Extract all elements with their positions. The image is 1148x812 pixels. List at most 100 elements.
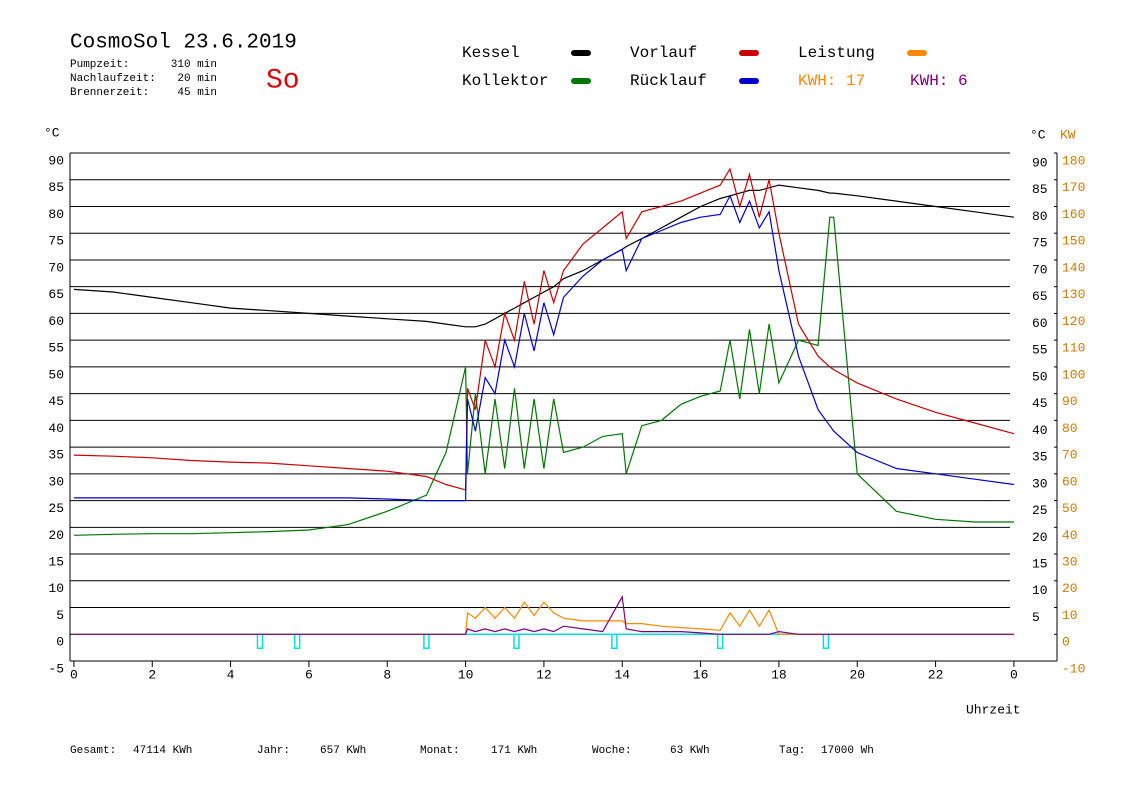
legend-label: Rücklauf bbox=[630, 72, 707, 90]
footer-label: Monat: bbox=[420, 745, 460, 757]
x-tick-label: 4 bbox=[227, 667, 235, 682]
y-right-tick-label: 65 bbox=[1032, 289, 1048, 304]
kwh-label: KWH: 6 bbox=[910, 72, 968, 90]
y-tick-label: 10 bbox=[48, 581, 64, 596]
y-tick-label: 45 bbox=[48, 394, 64, 409]
series-line bbox=[73, 167, 1015, 491]
x-tick-label: 16 bbox=[693, 667, 709, 682]
y2-tick-label: 0 bbox=[1062, 635, 1070, 650]
pump-pulse bbox=[611, 633, 618, 650]
y-tick-label: 15 bbox=[48, 554, 64, 569]
x-tick-label: 22 bbox=[928, 667, 944, 682]
y-tick-label: -5 bbox=[48, 661, 64, 676]
info-label: Pumpzeit: bbox=[70, 59, 129, 71]
y-tick-label: 5 bbox=[56, 608, 64, 623]
x-tick-label: 12 bbox=[536, 667, 552, 682]
y2-tick-label: 40 bbox=[1062, 528, 1078, 543]
y-tick-label: 55 bbox=[48, 341, 64, 356]
footer-value: 657 KWh bbox=[320, 745, 366, 757]
y2-unit: KW bbox=[1060, 127, 1076, 142]
x-tick-label: 2 bbox=[148, 667, 156, 682]
y2-tick-label: 20 bbox=[1062, 581, 1078, 596]
y-right-tick-label: 50 bbox=[1032, 369, 1048, 384]
y2-tick-label: 30 bbox=[1062, 554, 1078, 569]
series-line bbox=[73, 194, 1014, 502]
legend-label: Kessel bbox=[462, 44, 520, 62]
y-unit-right: °C bbox=[1030, 127, 1046, 142]
kwh-label: KWH: 17 bbox=[798, 72, 865, 90]
y2-tick-label: -10 bbox=[1062, 661, 1085, 676]
x-tick-label: 10 bbox=[458, 667, 474, 682]
y2-tick-label: 140 bbox=[1062, 260, 1085, 275]
y2-tick-label: 50 bbox=[1062, 501, 1078, 516]
x-tick-label: 0 bbox=[70, 667, 78, 682]
footer-value: 171 KWh bbox=[491, 745, 537, 757]
y-tick-label: 65 bbox=[48, 287, 64, 302]
legend-label: Vorlauf bbox=[630, 44, 697, 62]
legend-label: Leistung bbox=[798, 44, 875, 62]
y-right-tick-label: 90 bbox=[1032, 155, 1048, 170]
y-right-tick-label: 35 bbox=[1032, 450, 1048, 465]
y2-tick-label: 150 bbox=[1062, 234, 1085, 249]
info-value: 310 min bbox=[171, 59, 217, 71]
y-tick-label: 90 bbox=[48, 153, 64, 168]
info-value: 20 min bbox=[177, 73, 217, 85]
pump-pulse bbox=[716, 633, 724, 650]
pump-pulse bbox=[423, 633, 430, 650]
y-right-tick-label: 25 bbox=[1032, 503, 1048, 518]
x-tick-label: 8 bbox=[383, 667, 391, 682]
y2-tick-label: 180 bbox=[1062, 153, 1085, 168]
footer-label: Tag: bbox=[779, 745, 805, 757]
y-right-tick-label: 20 bbox=[1032, 530, 1048, 545]
x-tick-label: 14 bbox=[614, 667, 630, 682]
chart-title: CosmoSol 23.6.2019 bbox=[70, 32, 297, 55]
y-right-tick-label: 15 bbox=[1032, 556, 1048, 571]
y-right-tick-label: 45 bbox=[1032, 396, 1048, 411]
y2-tick-label: 70 bbox=[1062, 448, 1078, 463]
y-tick-label: 85 bbox=[48, 180, 64, 195]
series-line bbox=[73, 216, 1014, 536]
y-tick-label: 40 bbox=[48, 421, 64, 436]
x-tick-label: 18 bbox=[771, 667, 787, 682]
y2-tick-label: 170 bbox=[1062, 180, 1085, 195]
x-axis-label: Uhrzeit bbox=[966, 702, 1021, 717]
footer-label: Woche: bbox=[592, 745, 632, 757]
y2-tick-label: 160 bbox=[1062, 207, 1085, 222]
y-tick-label: 35 bbox=[48, 448, 64, 463]
y2-tick-label: 90 bbox=[1062, 394, 1078, 409]
y-tick-label: 70 bbox=[48, 260, 64, 275]
y-right-tick-label: 5 bbox=[1032, 610, 1040, 625]
footer-value: 17000 Wh bbox=[821, 745, 874, 757]
y-right-tick-label: 60 bbox=[1032, 316, 1048, 331]
x-tick-label: 6 bbox=[305, 667, 313, 682]
pump-pulse bbox=[822, 633, 830, 650]
footer-label: Gesamt: bbox=[70, 745, 116, 757]
y2-tick-label: 60 bbox=[1062, 474, 1078, 489]
y-right-tick-label: 80 bbox=[1032, 209, 1048, 224]
y-right-tick-label: 70 bbox=[1032, 262, 1048, 277]
pump-pulse bbox=[256, 633, 264, 650]
footer-label: Jahr: bbox=[257, 745, 290, 757]
y-right-tick-label: 55 bbox=[1032, 343, 1048, 358]
x-tick-label: 0 bbox=[1010, 667, 1018, 682]
info-label: Nachlaufzeit: bbox=[70, 73, 156, 85]
y-tick-label: 25 bbox=[48, 501, 64, 516]
y-tick-label: 80 bbox=[48, 207, 64, 222]
y-right-tick-label: 30 bbox=[1032, 476, 1048, 491]
y2-tick-label: 10 bbox=[1062, 608, 1078, 623]
y2-tick-label: 100 bbox=[1062, 367, 1085, 382]
y-tick-label: 0 bbox=[56, 635, 64, 650]
y-tick-label: 60 bbox=[48, 314, 64, 329]
y-right-tick-label: 85 bbox=[1032, 182, 1048, 197]
y2-tick-label: 110 bbox=[1062, 341, 1085, 356]
y-right-tick-label: 75 bbox=[1032, 236, 1048, 251]
y-tick-label: 75 bbox=[48, 234, 64, 249]
footer-value: 63 KWh bbox=[670, 745, 710, 757]
y-unit: °C bbox=[44, 125, 60, 140]
y2-tick-label: 130 bbox=[1062, 287, 1085, 302]
info-value: 45 min bbox=[177, 87, 217, 99]
y-right-tick-label: 40 bbox=[1032, 423, 1048, 438]
footer-value: 47114 KWh bbox=[133, 745, 192, 757]
day-label: So bbox=[266, 65, 300, 96]
